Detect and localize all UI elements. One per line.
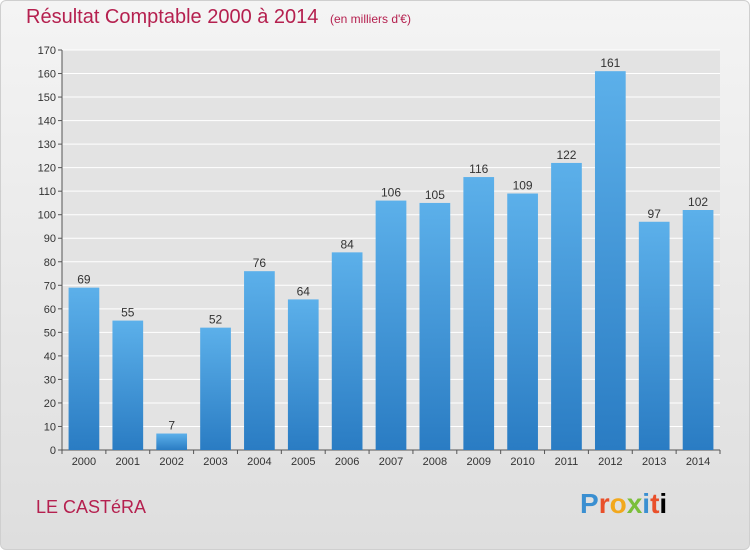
y-tick-label: 120 (38, 163, 56, 175)
bar (287, 299, 319, 450)
data-label: 52 (209, 313, 223, 327)
y-tick-label: 20 (44, 398, 56, 410)
x-tick-label: 2010 (510, 456, 534, 468)
y-tick-label: 10 (44, 421, 56, 433)
bar (594, 71, 626, 451)
x-tick-label: 2013 (642, 456, 666, 468)
bar (419, 202, 451, 450)
data-label: 116 (469, 162, 488, 176)
data-label: 109 (513, 179, 533, 193)
proxiti-logo: Proxiti (580, 488, 667, 520)
chart-subtitle: (en milliers d'€) (329, 12, 411, 26)
bar (682, 210, 714, 450)
x-tick-label: 2008 (423, 456, 447, 468)
data-label: 105 (425, 188, 445, 202)
data-label: 106 (381, 186, 401, 200)
data-label: 122 (556, 148, 576, 162)
bar (507, 193, 538, 450)
logo-letter: x (626, 488, 643, 519)
chart-title: Résultat Comptable 2000 à 2014 (en milli… (26, 6, 411, 29)
x-tick-label: 2009 (466, 456, 490, 468)
data-label: 84 (340, 237, 354, 251)
x-tick-label: 2014 (686, 456, 710, 468)
y-tick-label: 80 (44, 257, 56, 269)
y-tick-label: 130 (38, 139, 56, 151)
x-tick-label: 2003 (203, 456, 227, 468)
x-tick-label: 2005 (291, 456, 315, 468)
bar (551, 162, 582, 451)
x-tick-label: 2012 (598, 456, 622, 468)
bar (112, 320, 144, 450)
y-tick-label: 100 (38, 210, 56, 222)
logo-letter: o (609, 488, 627, 519)
x-tick-label: 2006 (335, 456, 359, 468)
y-tick-label: 170 (38, 45, 56, 57)
chart-title-text: Résultat Comptable 2000 à 2014 (26, 6, 319, 28)
bar (244, 271, 275, 450)
data-label: 76 (253, 256, 267, 270)
y-tick-label: 30 (44, 374, 56, 386)
bar (331, 252, 363, 450)
data-label: 161 (600, 56, 620, 70)
y-tick-label: 40 (44, 351, 56, 363)
x-tick-label: 2011 (555, 456, 579, 468)
x-tick-label: 2000 (72, 456, 96, 468)
data-label: 64 (297, 284, 311, 298)
y-tick-label: 60 (44, 304, 56, 316)
commune-name: LE CASTéRA (36, 497, 147, 517)
x-tick-label: 2002 (159, 456, 183, 468)
bar (463, 177, 495, 450)
logo-letter: r (598, 488, 610, 519)
bar (638, 221, 670, 450)
y-tick-label: 110 (38, 186, 56, 198)
data-label: 7 (168, 419, 175, 433)
bar (375, 200, 407, 450)
bar (68, 287, 100, 450)
data-label: 97 (648, 207, 662, 221)
x-tick-label: 2001 (116, 456, 140, 468)
logo-letter: P (580, 488, 599, 519)
y-tick-label: 90 (44, 233, 56, 245)
x-tick-label: 2007 (379, 456, 403, 468)
data-label: 69 (77, 273, 91, 287)
data-label: 55 (121, 306, 135, 320)
logo-letter: t (650, 488, 660, 519)
y-tick-label: 160 (38, 69, 56, 81)
logo-letter: i (659, 488, 668, 519)
x-tick-label: 2004 (247, 456, 271, 468)
logo-letter: i (642, 488, 651, 519)
bar (200, 327, 231, 450)
y-tick-label: 70 (44, 280, 56, 292)
y-tick-label: 140 (38, 116, 56, 128)
data-label: 102 (688, 195, 708, 209)
y-tick-label: 50 (44, 327, 56, 339)
bar (156, 433, 188, 450)
y-tick-label: 150 (38, 92, 56, 104)
y-tick-label: 0 (50, 445, 56, 457)
